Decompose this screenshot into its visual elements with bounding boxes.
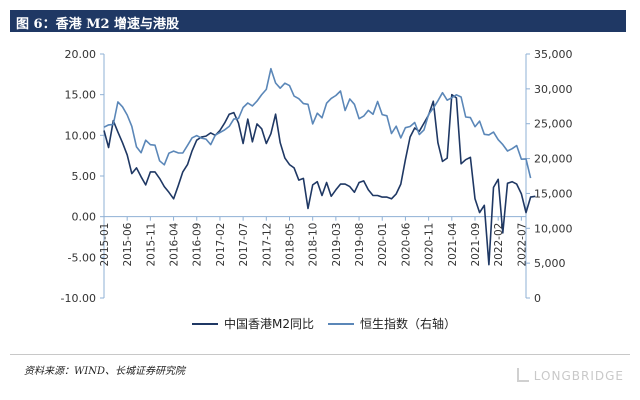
- y-right-tick-label: 5,000: [534, 257, 566, 270]
- y-right-tick-label: 20,000: [534, 153, 573, 166]
- y-left-tick-label: 20.00: [65, 48, 97, 61]
- watermark-logo-icon: [516, 368, 529, 382]
- y-right-tick-label: 35,000: [534, 48, 573, 61]
- x-tick-label: 2016-09: [192, 223, 204, 267]
- x-tick-label: 2018-05: [284, 223, 296, 267]
- divider: [10, 354, 630, 355]
- x-tick-label: 2020-11: [424, 223, 436, 267]
- y-left-tick-label: 15.00: [65, 89, 97, 102]
- x-tick-label: 2019-08: [354, 223, 366, 267]
- x-tick-label: 2017-07: [238, 223, 250, 267]
- legend-label: 恒生指数（右轴）: [360, 316, 456, 331]
- x-tick-label: 2015-11: [145, 223, 157, 267]
- series-line-hsi: [103, 67, 532, 179]
- x-tick-label: 2022-02: [493, 223, 505, 267]
- x-tick-label: 2022-07: [516, 223, 528, 267]
- source-note: 资料来源：WIND、长城证券研究院: [24, 366, 185, 377]
- series-line-m2: [103, 93, 536, 266]
- y-left-tick-label: 0.00: [72, 211, 97, 224]
- x-tick-label: 2021-04: [447, 222, 459, 266]
- y-right-tick-label: 15,000: [534, 187, 573, 200]
- y-left-tick-label: 5.00: [72, 170, 97, 183]
- y-right-tick-label: 30,000: [534, 83, 573, 96]
- y-left-tick-label: 10.00: [65, 129, 97, 142]
- y-right-tick-label: 0: [534, 292, 541, 305]
- figure-title: 图 6：香港 M2 增速与港股: [16, 17, 180, 32]
- y-right-tick-label: 25,000: [534, 118, 573, 131]
- x-tick-label: 2016-04: [169, 222, 181, 266]
- x-tick-label: 2017-02: [215, 223, 227, 267]
- x-tick-label: 2017-12: [261, 223, 273, 267]
- y-left-tick-label: -5.00: [68, 251, 96, 264]
- x-tick-label: 2020-01: [377, 223, 389, 267]
- y-left-tick-label: -10.00: [61, 292, 96, 305]
- x-tick-label: 2015-01: [99, 223, 111, 267]
- x-tick-label: 2015-06: [122, 222, 134, 266]
- y-right-tick-label: 10,000: [534, 222, 573, 235]
- x-tick-label: 2020-06: [400, 222, 412, 266]
- x-tick-label: 2019-03: [331, 223, 343, 267]
- x-tick-label: 2021-09: [470, 223, 482, 267]
- watermark-text: LONGBRIDGE: [533, 369, 624, 383]
- legend-label: 中国香港M2同比: [224, 316, 314, 331]
- figure-title-bar: 图 6：香港 M2 增速与港股: [10, 10, 626, 32]
- chart-container: -10.00 -5.00 0.00 5.00 10.00 15.00 20.00 0 5,000…: [0, 36, 640, 356]
- watermark: LONGBRIDGE: [516, 368, 624, 383]
- x-tick-label: 2018-10: [308, 223, 320, 267]
- line-chart: -10.00 -5.00 0.00 5.00 10.00 15.00 20.00 0 5,000…: [61, 48, 573, 331]
